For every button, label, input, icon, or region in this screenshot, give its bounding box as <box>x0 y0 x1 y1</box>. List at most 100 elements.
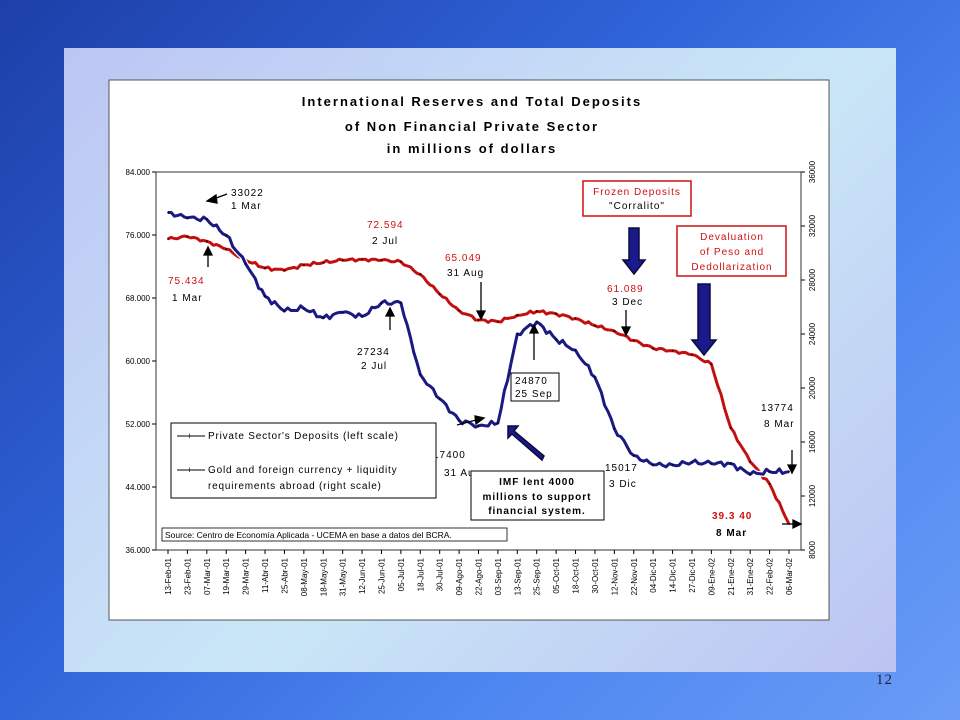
x-tick-label: 18-May-01 <box>319 557 328 596</box>
devaluation-line-3: Dedollarization <box>691 262 772 273</box>
annotation-value: 72.594 <box>367 220 404 231</box>
series-point <box>477 424 480 427</box>
imf-arrow <box>507 425 545 462</box>
svg-text:+: + <box>187 465 192 475</box>
x-tick-label: 12-Jun-01 <box>358 557 367 594</box>
series-point <box>302 307 305 310</box>
x-tick-label: 05-Oct-01 <box>552 557 561 593</box>
legend-box <box>170 422 437 499</box>
imf-line-1: IMF lent 4000 <box>499 477 575 488</box>
left-axis-ticks: 36.000 44.000 52.000 60.000 68.000 76.000 84.0… <box>126 168 156 555</box>
x-tick-label: 31-Ene-02 <box>746 557 755 595</box>
annotation-date: 1 Mar <box>231 201 262 212</box>
annotation-value: 39.3 40 <box>712 511 752 522</box>
annotation-value: 75.434 <box>168 276 205 287</box>
series-point <box>380 302 383 304</box>
series-point <box>225 234 228 237</box>
left-tick-label: 76.000 <box>126 231 151 240</box>
series-point <box>710 462 713 465</box>
series-point <box>419 273 422 276</box>
series-point <box>477 319 480 321</box>
frozen-arrow <box>621 227 647 276</box>
pointer-arrows <box>202 193 803 530</box>
x-tick-label: 04-Dic-01 <box>649 557 658 592</box>
right-tick-label: 28000 <box>808 268 817 291</box>
x-tick-label: 12-Nov-01 <box>610 557 619 595</box>
series-point <box>613 427 616 430</box>
series-point <box>516 314 519 317</box>
series-point <box>399 260 402 263</box>
series-point <box>749 460 752 463</box>
slide: International Reserves and Total Deposit… <box>64 48 896 688</box>
x-tick-label: 21-Ene-02 <box>727 557 736 595</box>
series-point <box>555 312 558 315</box>
annotation-value: 27234 <box>357 347 390 358</box>
x-tick-label: 30-Jul-01 <box>436 557 445 591</box>
frozen-line-2: "Corralito" <box>609 201 665 212</box>
devaluation-line-1: Devaluation <box>700 232 764 243</box>
series-point <box>302 264 305 266</box>
x-tick-label: 19-Mar-01 <box>222 557 231 594</box>
series-point <box>264 267 266 269</box>
series-point <box>283 310 286 312</box>
annotation-date: 2 Jul <box>372 236 398 247</box>
series-point <box>768 482 771 485</box>
x-tick-label: 07-Mar-01 <box>203 557 212 594</box>
x-axis-ticks: 13-Feb-01 23-Feb-01 07-Mar-01 19-Mar-01 29-M… <box>164 550 794 596</box>
series-point <box>205 218 208 221</box>
left-tick-label: 60.000 <box>126 357 151 366</box>
x-tick-label: 13-Sep-01 <box>513 557 522 595</box>
svg-text:+: + <box>187 431 192 441</box>
series-point <box>419 373 422 376</box>
chart-title-line-3: in millions of dollars <box>387 141 557 156</box>
series-point <box>574 317 577 320</box>
series-point <box>458 419 460 422</box>
left-tick-label: 68.000 <box>126 294 151 303</box>
imf-box <box>470 470 605 521</box>
annotation-value: 24870 <box>515 376 548 387</box>
series-point <box>322 316 325 319</box>
left-tick-label: 52.000 <box>126 420 151 429</box>
right-tick-label: 16000 <box>808 430 817 453</box>
right-tick-label: 8000 <box>808 541 817 559</box>
x-tick-label: 14-Dic-01 <box>669 557 678 592</box>
x-tick-label: 11-Abr-01 <box>261 557 270 593</box>
series-point <box>380 259 383 262</box>
x-tick-label: 18-Oct-01 <box>572 557 581 593</box>
x-tick-label: 22-Ago-01 <box>475 557 484 595</box>
series-point <box>244 262 247 265</box>
frozen-deposits-box <box>582 180 692 217</box>
x-tick-label: 13-Feb-01 <box>164 557 173 594</box>
series-point <box>361 315 363 318</box>
annotation-date: 1 Mar <box>172 293 203 304</box>
series-point <box>652 347 655 350</box>
series-point <box>768 470 771 473</box>
annotation-value: 65.049 <box>445 253 482 264</box>
series-point <box>710 363 713 366</box>
x-tick-label: 27-Dic-01 <box>688 557 697 592</box>
x-tick-label: 22-Nov-01 <box>630 557 639 595</box>
x-tick-label: 25-Sep-01 <box>533 557 542 595</box>
legend-item-reserves-1: Gold and foreign currency + liquidity <box>208 465 397 476</box>
series-point <box>729 462 732 465</box>
left-tick-label: 36.000 <box>126 546 151 555</box>
chart-title-line-2: of Non Financial Private Sector <box>345 119 599 134</box>
series-point <box>497 422 499 424</box>
series-point <box>264 295 266 298</box>
left-tick-label: 44.000 <box>126 483 151 492</box>
right-tick-label: 24000 <box>808 322 817 345</box>
series-point <box>652 464 655 466</box>
right-tick-label: 20000 <box>808 376 817 399</box>
frozen-line-1: Frozen Deposits <box>593 187 681 198</box>
series-point <box>205 240 208 243</box>
series-point <box>613 330 616 332</box>
box-24870 <box>510 372 560 402</box>
x-tick-label: 03-Sep-01 <box>494 557 503 595</box>
series-point <box>594 324 596 327</box>
legend: + Private Sector's Deposits (left scale)… <box>170 422 437 499</box>
annotation-value: 33022 <box>231 188 264 199</box>
series-point <box>535 320 538 323</box>
left-tick-label: 84.000 <box>126 168 151 177</box>
x-tick-label: 31-May-01 <box>339 557 348 596</box>
series-point <box>729 427 732 429</box>
